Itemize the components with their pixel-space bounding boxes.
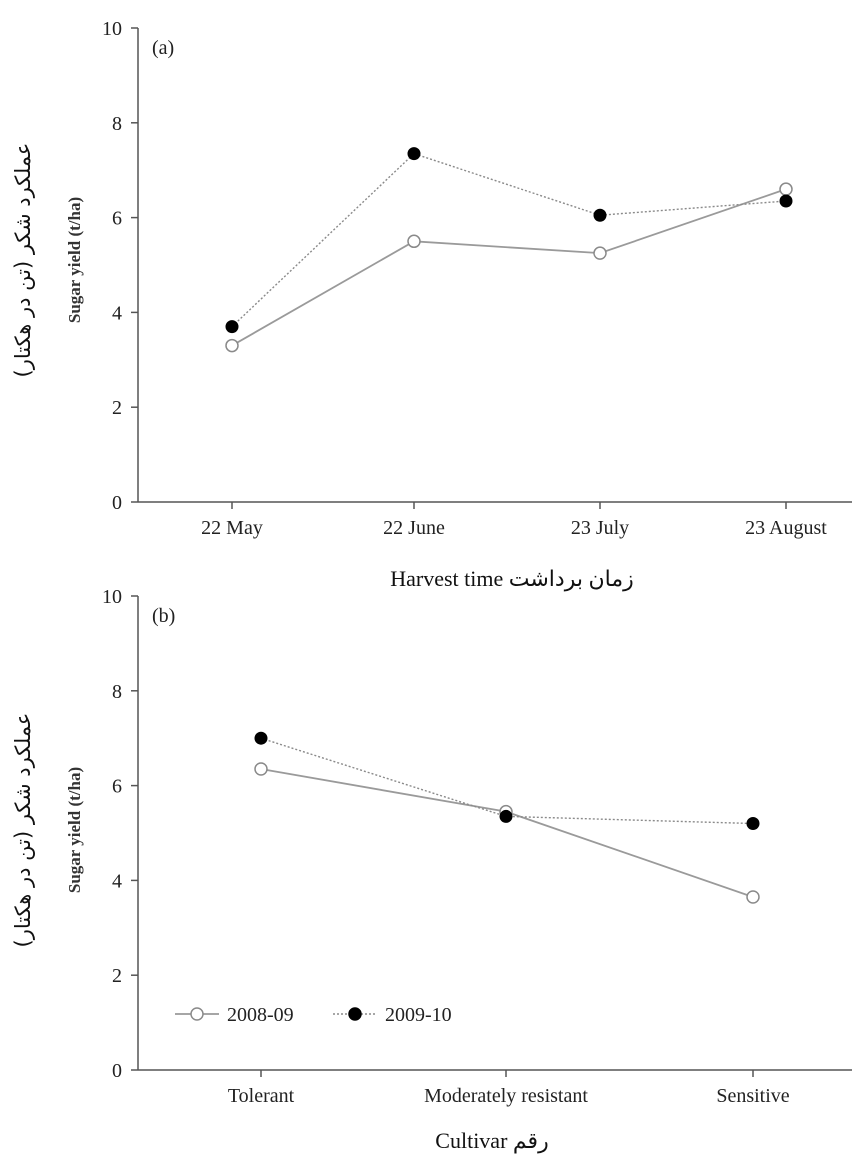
- panel-a-point-2008-09-23-july: [593, 246, 607, 260]
- panel-a-x-tick-label: 22 June: [383, 517, 445, 539]
- panel-a-point-2009-10-23-july: [593, 208, 607, 222]
- panel-a-x-tick-label: 23 July: [571, 517, 629, 539]
- panel-b-y-tick-label: 4: [112, 870, 122, 892]
- panel-b-point-2009-10-tolerant: [254, 731, 268, 745]
- panel-a-y-tick-label: 4: [112, 302, 122, 324]
- panel-a-point-2009-10-22-may: [225, 320, 239, 334]
- panel-b-point-2009-10-sensitive: [746, 817, 760, 831]
- panel-b-y-axis-title: Sugar yield (t/ha): [65, 767, 84, 893]
- panel-a-panel-label: (a): [152, 37, 174, 59]
- panel-b-x-axis-title: Cultivar رقم: [435, 1128, 548, 1154]
- panel-a-point-2008-09-23-august: [779, 182, 793, 196]
- panel-b-panel-label: (b): [152, 605, 175, 627]
- panel-b-x-tick-label: Tolerant: [228, 1085, 295, 1107]
- panel-a-y-tick-label: 8: [112, 113, 122, 135]
- panel-b-point-2008-09-sensitive: [746, 890, 760, 904]
- panel-b-y-axis-title-fa: عملکرد شکر (تن در هکتار): [11, 713, 35, 948]
- panel-b-y-tick-label: 6: [112, 776, 122, 798]
- panel-a-y-tick-label: 2: [112, 397, 122, 419]
- panel-a-series-line-2009-10: [231, 152, 787, 328]
- panel-a-y-tick-label: 10: [102, 18, 122, 40]
- panel-a-point-2009-10-23-august: [779, 194, 793, 208]
- panel-a-x-axis-title: Harvest time زمان برداشت: [390, 566, 634, 591]
- legend-label-2008-09: 2008-09: [227, 1004, 294, 1026]
- panel-b-point-2009-10-moderately-resistant: [499, 809, 513, 823]
- legend-swatch-marker: [348, 1007, 362, 1021]
- panel-a-point-2008-09-22-may: [225, 338, 239, 353]
- panel-a-y-tick-label: 0: [112, 492, 122, 514]
- legend-swatch-marker: [190, 1007, 204, 1021]
- panel-b-x-tick-label: Sensitive: [716, 1085, 789, 1107]
- panel-b-y-tick-label: 10: [102, 586, 122, 608]
- panel-b-point-2008-09-tolerant: [254, 762, 268, 776]
- panel-b-y-tick-label: 2: [112, 965, 122, 987]
- panel-a-series-line-2008-09: [231, 188, 787, 347]
- panel-a-point-2008-09-22-june: [407, 234, 421, 249]
- panel-a-point-2009-10-22-june: [407, 147, 421, 161]
- panel-a-x-tick-label: 23 August: [745, 517, 827, 539]
- panel-b-y-tick-label: 0: [112, 1060, 122, 1082]
- panel-b-x-tick-label: Moderately resistant: [424, 1085, 588, 1107]
- panel-b-series-line-2008-09: [260, 768, 754, 898]
- legend-label-2009-10: 2009-10: [385, 1004, 452, 1026]
- panel-b-y-tick-label: 8: [112, 681, 122, 703]
- panel-a-y-tick-label: 6: [112, 208, 122, 230]
- panel-a-y-axis-title: Sugar yield (t/ha): [65, 197, 84, 323]
- panel-a-x-tick-label: 22 May: [201, 517, 263, 539]
- panel-a-y-axis-title-fa: عملکرد شکر (تن در هکتار): [11, 143, 35, 378]
